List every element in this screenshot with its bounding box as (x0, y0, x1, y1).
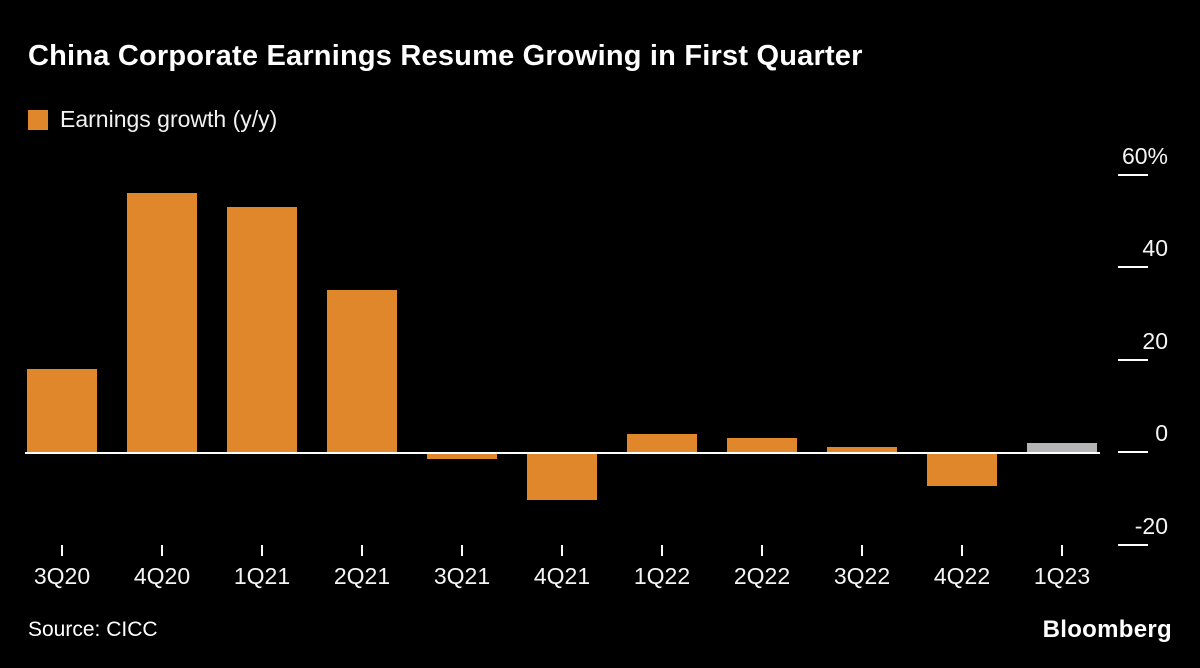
x-label-1q21: 1Q21 (233, 563, 291, 589)
y-label--20: -20 (1134, 512, 1168, 539)
x-tick-3q22 (861, 545, 863, 556)
bar-3q20 (27, 368, 97, 452)
y-tick--20 (1118, 543, 1148, 546)
x-label-4q20: 4Q20 (133, 563, 191, 589)
x-label-3q21: 3Q21 (433, 563, 491, 589)
bar-3q21 (427, 454, 497, 459)
bar-1q21 (227, 206, 297, 452)
x-tick-3q21 (461, 545, 463, 556)
chart-title: China Corporate Earnings Resume Growing … (28, 40, 863, 72)
bar-4q21 (527, 454, 597, 501)
x-label-3q22: 3Q22 (833, 563, 891, 589)
y-label-40: 40 (1142, 235, 1168, 261)
x-tick-1q22 (661, 545, 663, 556)
y-tick-40 (1118, 266, 1148, 268)
x-tick-4q22 (961, 545, 963, 556)
y-tick-0 (1118, 451, 1148, 453)
bar-3q22 (827, 447, 897, 452)
x-label-2q22: 2Q22 (733, 563, 791, 589)
x-tick-4q21 (561, 545, 563, 556)
y-label-0: 0 (1155, 420, 1168, 446)
y-tick-20 (1118, 358, 1148, 361)
bar-4q20 (127, 193, 197, 452)
x-label-3q20: 3Q20 (33, 563, 91, 589)
x-label-1q22: 1Q22 (633, 563, 691, 589)
y-tick-60 (1118, 173, 1148, 176)
legend: Earnings growth (y/y) (28, 106, 277, 133)
bar-1q23 (1027, 442, 1097, 452)
legend-label: Earnings growth (y/y) (60, 106, 278, 132)
source-note: Source: CICC (28, 618, 158, 641)
bar-2q22 (727, 438, 797, 452)
x-tick-2q22 (761, 545, 763, 556)
legend-swatch-icon (28, 109, 48, 130)
x-label-4q21: 4Q21 (533, 563, 591, 589)
bar-4q22 (927, 454, 997, 487)
x-label-4q22: 4Q22 (933, 563, 991, 589)
x-tick-4q20 (161, 545, 163, 556)
x-tick-3q20 (61, 545, 63, 556)
x-label-1q23: 1Q23 (1033, 563, 1091, 589)
x-tick-1q21 (261, 545, 263, 556)
x-tick-2q21 (361, 545, 363, 556)
x-label-2q21: 2Q21 (333, 563, 391, 589)
x-tick-1q23 (1061, 545, 1063, 556)
zero-line (25, 452, 1100, 454)
y-label-60: 60% (1121, 142, 1168, 169)
bar-2q21 (327, 290, 397, 452)
y-label-20: 20 (1142, 327, 1168, 354)
bar-1q22 (627, 433, 697, 452)
bloomberg-logo: Bloomberg (1042, 616, 1172, 643)
